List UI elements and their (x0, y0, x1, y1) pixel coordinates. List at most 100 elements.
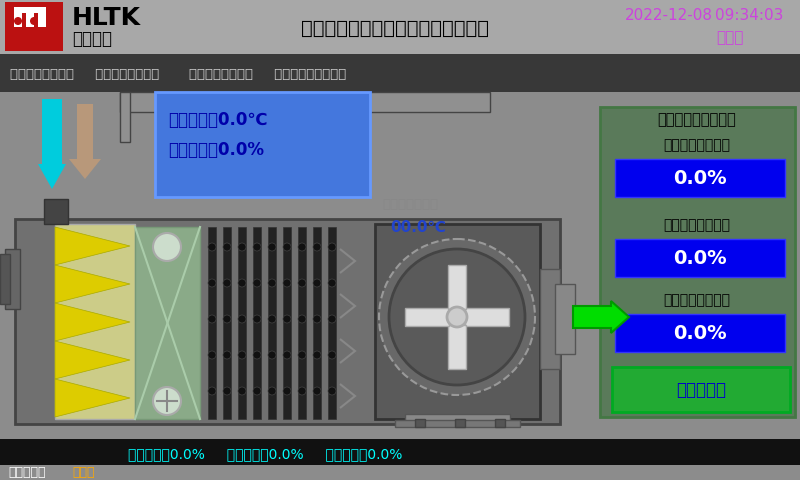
Text: 恒温恒湿洁净空调手动控制工艺界面: 恒温恒湿洁净空调手动控制工艺界面 (301, 18, 489, 37)
Bar (44, 200, 68, 225)
Bar (405, 414, 510, 422)
Circle shape (208, 387, 216, 395)
Bar (38, 8, 46, 28)
Circle shape (253, 387, 261, 395)
Text: 2022-12-08: 2022-12-08 (625, 8, 713, 23)
Circle shape (379, 240, 535, 395)
Circle shape (328, 279, 336, 288)
Circle shape (238, 243, 246, 252)
Circle shape (328, 387, 336, 395)
Bar (328, 228, 336, 419)
Circle shape (283, 315, 291, 324)
Bar (540, 269, 560, 369)
Bar (0, 0, 800, 55)
Text: 开阀比例：0.0%     加热比例：0.0%     加湿比例：0.0%: 开阀比例：0.0% 加热比例：0.0% 加湿比例：0.0% (128, 446, 402, 460)
Bar (375, 225, 540, 419)
Circle shape (223, 315, 231, 324)
Circle shape (298, 315, 306, 324)
Bar (615, 160, 785, 198)
Polygon shape (55, 228, 130, 265)
Text: HLTK: HLTK (72, 6, 141, 30)
Circle shape (298, 387, 306, 395)
Bar (415, 419, 425, 427)
Circle shape (328, 243, 336, 252)
Circle shape (447, 307, 467, 327)
Polygon shape (55, 341, 130, 379)
Text: 华利智成: 华利智成 (72, 30, 112, 48)
Polygon shape (465, 308, 509, 326)
Circle shape (238, 315, 246, 324)
Text: 送风机模式：手动     初效过滤器：脏堵       中效过滤器：脏堵     高温保护：高温故障: 送风机模式：手动 初效过滤器：脏堵 中效过滤器：脏堵 高温保护：高温故障 (10, 67, 346, 80)
Circle shape (223, 351, 231, 359)
Circle shape (223, 387, 231, 395)
Circle shape (298, 279, 306, 288)
Bar (223, 228, 231, 419)
Circle shape (268, 351, 276, 359)
Polygon shape (448, 325, 466, 369)
Bar (55, 225, 135, 419)
Bar (26, 8, 34, 28)
Text: 回风湿度：0.0%: 回风湿度：0.0% (168, 141, 264, 159)
Bar (268, 228, 276, 419)
Circle shape (313, 315, 321, 324)
Text: 手动运行参数设置：: 手动运行参数设置： (658, 112, 736, 127)
Circle shape (313, 351, 321, 359)
Circle shape (268, 243, 276, 252)
Circle shape (283, 243, 291, 252)
Text: 09:34:03: 09:34:03 (715, 8, 783, 23)
Polygon shape (55, 303, 130, 341)
Circle shape (208, 351, 216, 359)
Bar (14, 8, 46, 14)
Circle shape (238, 387, 246, 395)
Text: 回风温度：0.0℃: 回风温度：0.0℃ (168, 111, 267, 129)
Text: 表冷阀比例开启：: 表冷阀比例开启： (663, 138, 730, 152)
Bar (600, 108, 795, 417)
Circle shape (389, 250, 525, 385)
Bar (238, 228, 246, 419)
Circle shape (208, 243, 216, 252)
Bar (495, 419, 505, 427)
Text: 除湿露点温度：: 除湿露点温度： (382, 198, 438, 211)
Bar (135, 228, 200, 419)
Bar (0, 439, 800, 467)
Bar (253, 228, 261, 419)
Circle shape (253, 279, 261, 288)
Bar (595, 93, 800, 449)
Bar (0, 55, 800, 93)
Bar (155, 93, 370, 198)
Polygon shape (69, 160, 101, 180)
Text: 0.0%: 0.0% (673, 169, 727, 188)
Circle shape (328, 351, 336, 359)
Bar (120, 93, 130, 143)
Bar (615, 314, 785, 352)
Circle shape (238, 279, 246, 288)
Bar (313, 228, 321, 419)
Polygon shape (55, 265, 130, 303)
Text: 0.0%: 0.0% (673, 324, 727, 343)
Circle shape (223, 279, 231, 288)
Text: 0.0%: 0.0% (673, 249, 727, 268)
Circle shape (283, 387, 291, 395)
Circle shape (283, 279, 291, 288)
Bar (615, 240, 785, 277)
Circle shape (283, 351, 291, 359)
Circle shape (298, 351, 306, 359)
Polygon shape (55, 379, 130, 417)
Polygon shape (448, 265, 466, 309)
Circle shape (313, 387, 321, 395)
Circle shape (153, 233, 181, 262)
Circle shape (14, 18, 22, 26)
Circle shape (223, 243, 231, 252)
Circle shape (328, 315, 336, 324)
Circle shape (268, 279, 276, 288)
Polygon shape (405, 308, 449, 326)
Circle shape (208, 279, 216, 288)
Bar (15, 219, 560, 424)
Text: 管理员: 管理员 (72, 466, 94, 479)
Bar (0, 254, 10, 304)
Text: 星期四: 星期四 (716, 30, 744, 45)
Bar (77, 105, 93, 160)
Bar (283, 228, 291, 419)
Text: 启动送风机: 启动送风机 (676, 380, 726, 398)
Bar (612, 367, 790, 412)
